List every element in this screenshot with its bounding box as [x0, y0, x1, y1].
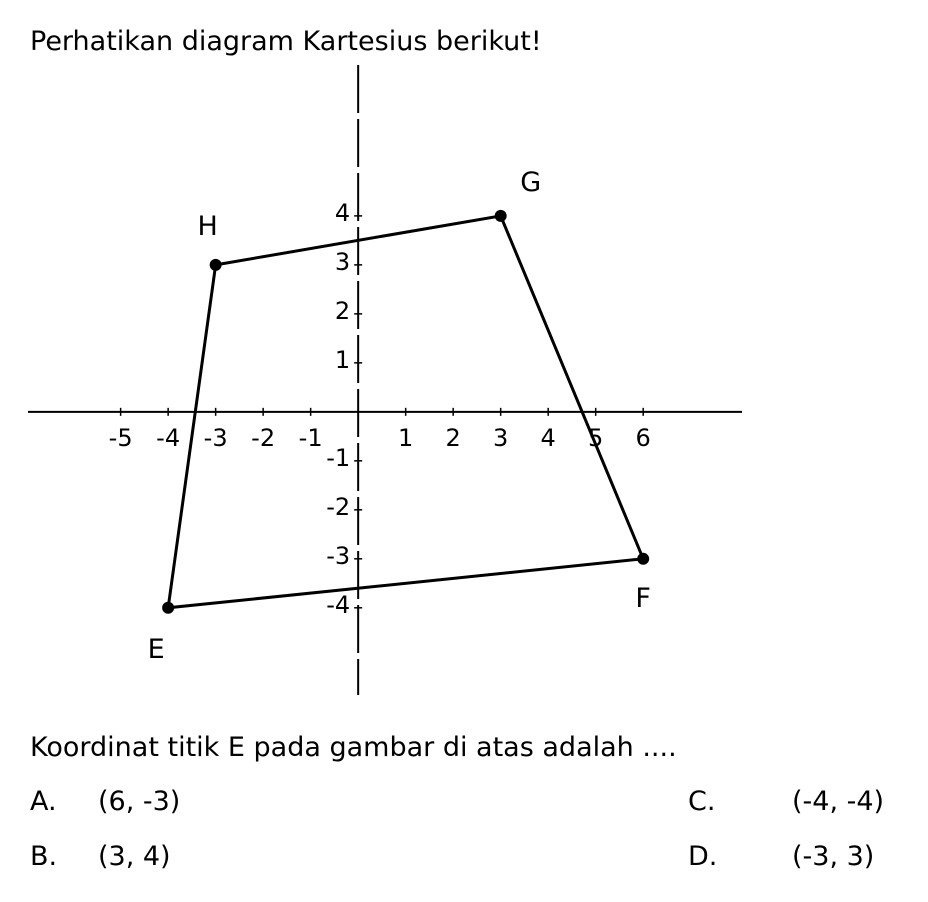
title: Perhatikan diagram Kartesius berikut! [30, 26, 542, 57]
y-tick-label: 1 [335, 346, 350, 374]
point [162, 601, 175, 614]
y-tick-label: 2 [335, 297, 350, 325]
point-label: G [520, 167, 541, 198]
option-letter: B. [30, 841, 57, 872]
x-tick-label: -4 [156, 424, 180, 452]
x-tick-label: 5 [588, 424, 603, 452]
point-label: E [148, 634, 165, 665]
x-tick-label: 4 [541, 424, 556, 452]
point [209, 258, 222, 271]
x-tick-label: -2 [251, 424, 275, 452]
y-tick-label: 4 [335, 199, 350, 227]
x-tick-label: -5 [109, 424, 133, 452]
option-letter: D. [688, 841, 717, 872]
y-tick-label: -2 [326, 493, 350, 521]
option-text: (-3, 3) [792, 841, 874, 872]
x-tick-label: -3 [204, 424, 228, 452]
y-tick-label: -1 [326, 444, 350, 472]
x-tick-label: 2 [446, 424, 461, 452]
question: Koordinat titik E pada gambar di atas ad… [30, 732, 677, 763]
point-label: H [197, 211, 217, 242]
x-tick-label: 6 [636, 424, 651, 452]
option-text: (3, 4) [98, 841, 171, 872]
point-label: F [635, 583, 651, 614]
x-tick-label: 3 [493, 424, 508, 452]
option-text: (6, -3) [98, 786, 180, 817]
option-text: (-4, -4) [792, 786, 884, 817]
y-tick-label: 3 [335, 248, 350, 276]
option-letter: A. [30, 786, 57, 817]
x-tick-label: 1 [398, 424, 413, 452]
x-tick-label: -1 [299, 424, 323, 452]
point [637, 552, 650, 565]
point [494, 209, 507, 222]
y-tick-label: -4 [326, 591, 350, 619]
y-tick-label: -3 [326, 542, 350, 570]
diagram: -5 -4 -3 -2 -1 1 2 3 4 5 6 -4 -3 -2 -1 1 2 3 4 H G F E [28, 65, 742, 695]
option-letter: C. [688, 786, 715, 817]
